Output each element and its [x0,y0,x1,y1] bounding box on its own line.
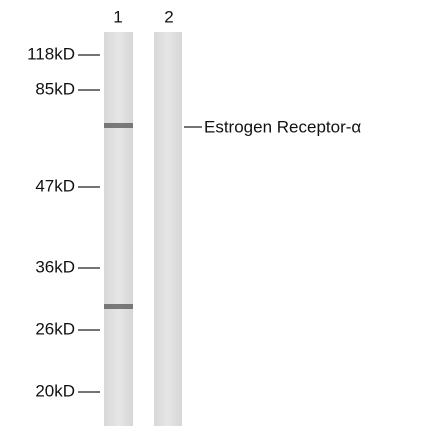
marker-label: 20kD [35,381,75,400]
western-blot: 1 2 118kD 85kD 47kD 36kD 26kD 20kD Estro… [0,0,425,426]
marker-label: 26kD [35,319,75,338]
marker-label: 36kD [35,257,75,276]
lane-1 [104,32,133,426]
band [104,123,133,128]
marker-ladder: 118kD 85kD 47kD 36kD 26kD 20kD [27,44,100,400]
target-label: Estrogen Receptor-α [204,117,361,136]
lane-2 [154,32,182,426]
lane-label: 1 [113,7,122,26]
band [104,304,133,309]
marker-label: 47kD [35,176,75,195]
lane-label: 2 [164,7,173,26]
marker-label: 118kD [27,44,75,63]
marker-label: 85kD [35,79,75,98]
